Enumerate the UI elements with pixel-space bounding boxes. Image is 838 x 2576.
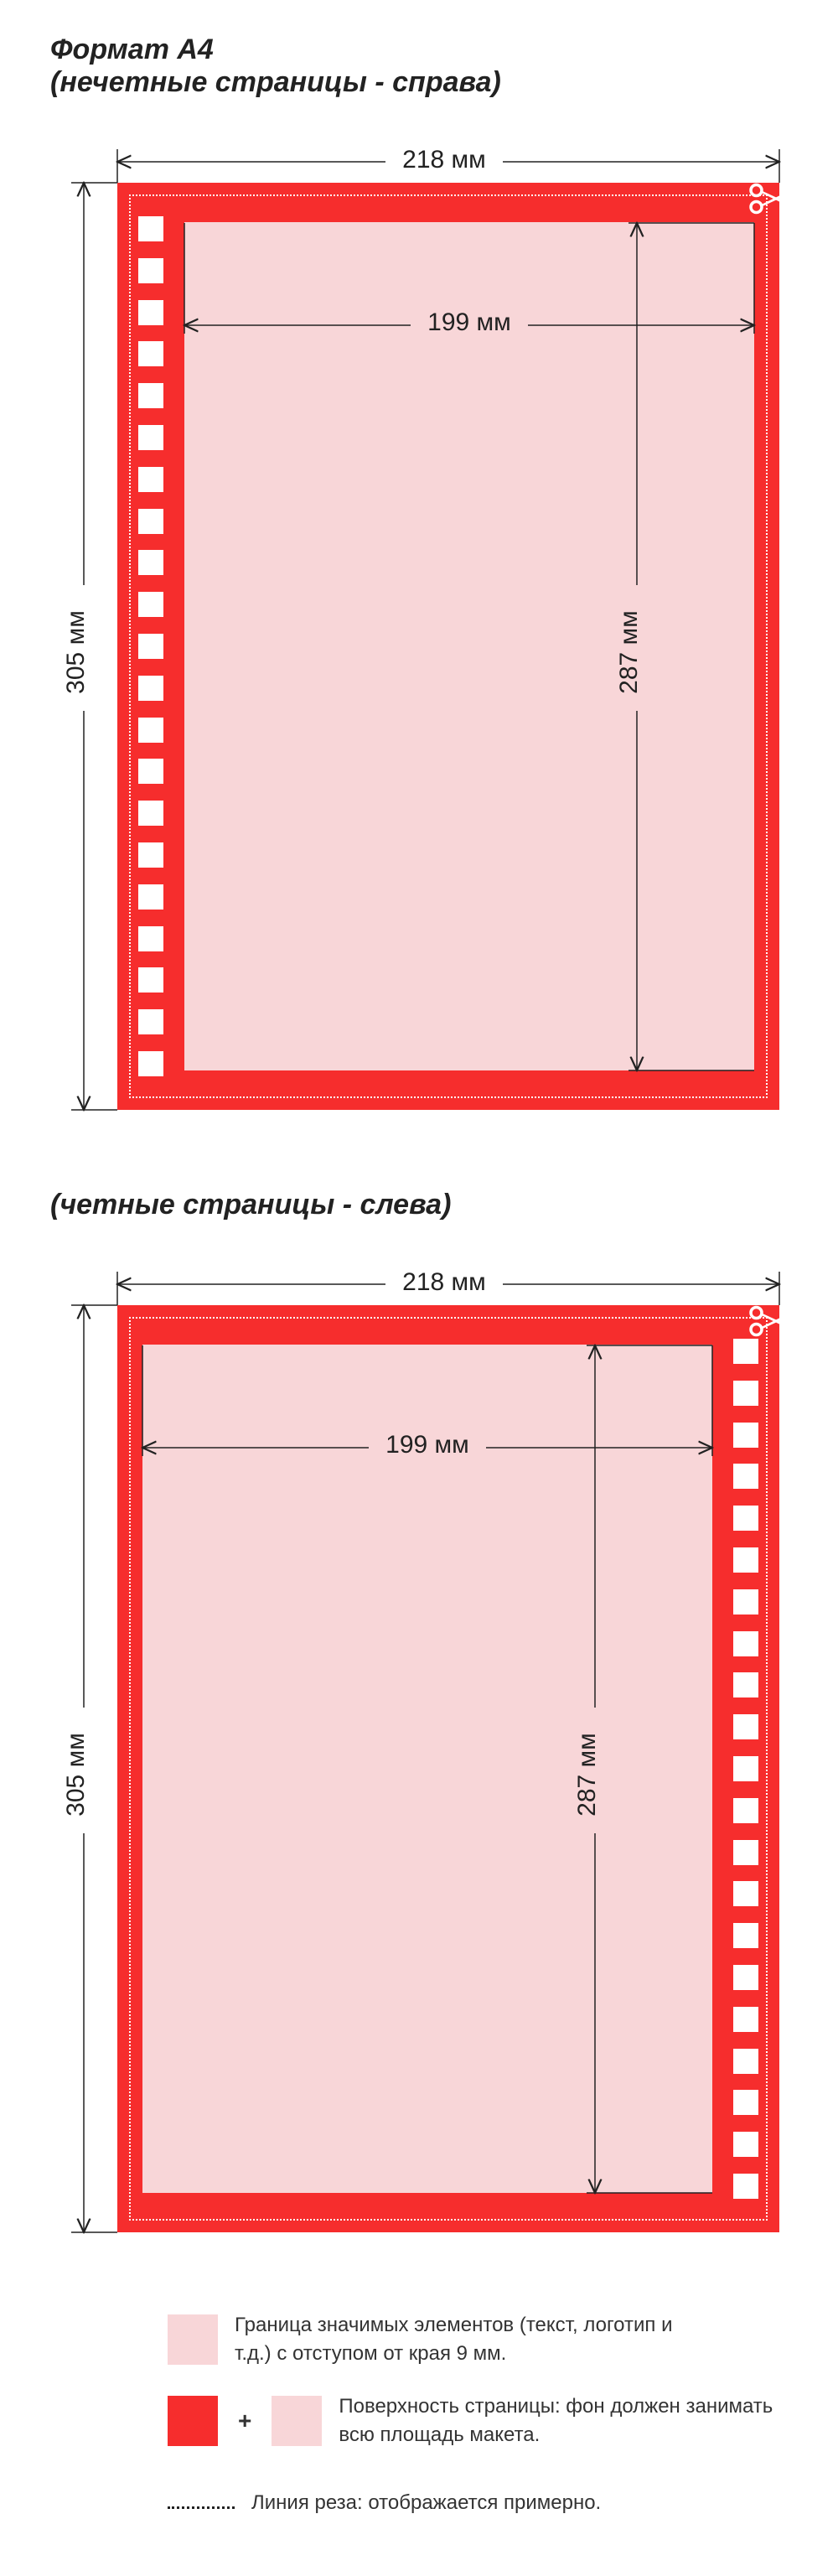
- perforation-square: [138, 967, 163, 993]
- legend-row-safe: Граница значимых элементов (текст, логот…: [168, 2311, 788, 2367]
- perforation-square: [733, 1881, 758, 1906]
- perforation-square: [138, 884, 163, 910]
- swatch-pink: [168, 2314, 218, 2365]
- legend-row-surface: + Поверхность страницы: фон должен заним…: [168, 2392, 788, 2449]
- perforation-square: [733, 2007, 758, 2032]
- perforation-square: [733, 1381, 758, 1406]
- perforation-square: [138, 592, 163, 617]
- perforation-strip-even: [733, 1339, 758, 2199]
- safe-area-even: [142, 1345, 712, 2193]
- width-outer-label: 218 мм: [402, 146, 486, 174]
- perforation-square: [733, 1589, 758, 1615]
- figure-even: 218 мм 305 мм 199 мм 287 мм: [50, 1238, 779, 2244]
- figure-odd: 218 мм 305 мм 199 мм 287 мм: [50, 116, 779, 1122]
- legend-row-trim: Линия реза: отображается примерно.: [168, 2474, 788, 2517]
- legend-text-surface: Поверхность страницы: фон должен занимат…: [339, 2392, 788, 2449]
- bleed-area-odd: [117, 183, 779, 1110]
- perforation-strip-odd: [138, 216, 163, 1076]
- perforation-square: [733, 1965, 758, 1990]
- title-block: Формат А4 (нечетные страницы - справа): [50, 34, 788, 99]
- swatch-dotted-line: [168, 2506, 235, 2509]
- perforation-square: [733, 1840, 758, 1865]
- perforation-square: [138, 509, 163, 534]
- perforation-square: [733, 1423, 758, 1448]
- perforation-square: [733, 1756, 758, 1781]
- perforation-square: [733, 2132, 758, 2157]
- perforation-square: [138, 216, 163, 241]
- perforation-square: [138, 676, 163, 701]
- perforation-square: [138, 425, 163, 450]
- perforation-square: [733, 1547, 758, 1573]
- perforation-square: [138, 926, 163, 951]
- perforation-square: [138, 634, 163, 659]
- perforation-square: [138, 801, 163, 826]
- perforation-square: [733, 1339, 758, 1364]
- bleed-area-even: [117, 1305, 779, 2232]
- perforation-square: [138, 842, 163, 868]
- perforation-square: [733, 1631, 758, 1656]
- perforation-square: [733, 2049, 758, 2074]
- perforation-square: [733, 1506, 758, 1531]
- perforation-square: [733, 1464, 758, 1489]
- height-outer-label: 305 мм: [62, 1733, 90, 1817]
- safe-area-odd: [184, 222, 754, 1070]
- perforation-square: [138, 1009, 163, 1034]
- perforation-square: [138, 759, 163, 784]
- perforation-square: [138, 383, 163, 408]
- scissors-icon: [746, 178, 788, 220]
- perforation-square: [733, 2174, 758, 2199]
- perforation-square: [733, 1798, 758, 1823]
- perforation-square: [733, 1714, 758, 1739]
- plus-icon: +: [235, 2404, 255, 2437]
- perforation-square: [138, 550, 163, 575]
- legend-text-trim: Линия реза: отображается примерно.: [251, 2489, 601, 2517]
- swatch-pink: [272, 2396, 322, 2446]
- perforation-square: [138, 258, 163, 283]
- perforation-square: [138, 718, 163, 743]
- legend: Граница значимых элементов (текст, логот…: [50, 2311, 788, 2517]
- perforation-square: [138, 467, 163, 492]
- format-title: Формат А4: [50, 34, 788, 66]
- perforation-square: [733, 1923, 758, 1948]
- height-outer-label: 305 мм: [62, 610, 90, 694]
- swatch-red: [168, 2396, 218, 2446]
- perforation-square: [733, 2090, 758, 2115]
- perforation-square: [138, 300, 163, 325]
- legend-text-safe: Граница значимых элементов (текст, логот…: [235, 2311, 704, 2367]
- perforation-square: [138, 1051, 163, 1076]
- scissors-icon: [746, 1300, 788, 1342]
- perforation-square: [138, 341, 163, 366]
- perforation-square: [733, 1672, 758, 1697]
- format-subtitle-even: (четные страницы - слева): [50, 1189, 788, 1221]
- format-subtitle-odd: (нечетные страницы - справа): [50, 66, 788, 99]
- width-outer-label: 218 мм: [402, 1268, 486, 1296]
